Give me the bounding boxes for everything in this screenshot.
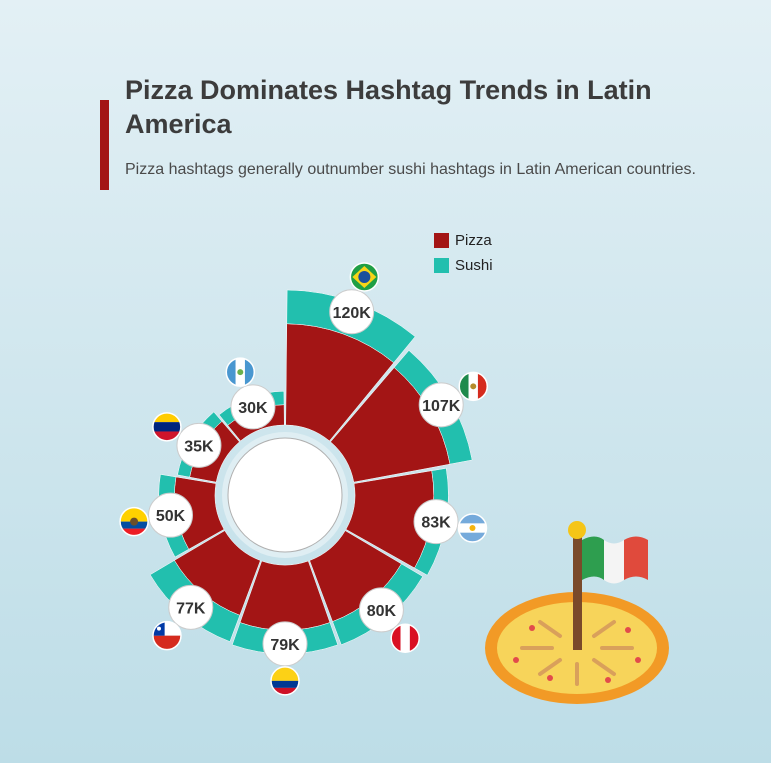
colombia-flag-icon	[270, 666, 300, 696]
legend-swatch-sushi	[434, 258, 449, 273]
value-label-colombia: 79K	[270, 637, 300, 654]
value-label-mexico: 107K	[422, 398, 461, 415]
legend-item-sushi: Sushi	[434, 253, 493, 278]
value-bubble-mexico	[418, 382, 464, 428]
legend-swatch-pizza	[434, 233, 449, 248]
ecuador-flag-icon	[119, 506, 149, 537]
center-circle	[227, 437, 343, 553]
value-label-argentina: 83K	[421, 515, 451, 532]
value-label-venezuela: 35K	[184, 438, 214, 455]
legend: Pizza Sushi	[434, 228, 493, 278]
value-bubble-ecuador	[148, 492, 194, 538]
brazil-flag-icon	[349, 262, 380, 292]
guatemala-flag-icon	[225, 357, 256, 387]
bar-layer	[149, 289, 473, 655]
label-layer: 120K 107K 83K 80K 79K 77K 50K 35K 30K	[119, 262, 489, 696]
value-bubble-chile	[168, 584, 214, 630]
value-bubble-guatemala	[230, 384, 276, 430]
chile-flag-icon	[152, 620, 182, 651]
value-label-guatemala: 30K	[238, 400, 268, 417]
argentina-flag-icon	[457, 513, 488, 543]
value-label-brazil: 120K	[333, 305, 372, 322]
value-bubble-colombia	[262, 621, 308, 667]
chart-subtitle: Pizza hashtags generally outnumber sushi…	[125, 161, 696, 178]
pizza-with-italian-flag-icon	[485, 521, 669, 704]
value-label-chile: 77K	[176, 600, 206, 617]
value-bubble-argentina	[413, 499, 459, 545]
legend-label-pizza: Pizza	[455, 232, 492, 249]
value-bubble-brazil	[329, 289, 375, 335]
legend-label-sushi: Sushi	[455, 257, 493, 274]
value-label-peru: 80K	[367, 603, 397, 620]
chart-title: Pizza Dominates Hashtag Trends in Latin …	[125, 75, 652, 139]
value-bubble-peru	[358, 587, 404, 633]
title-accent-bar	[100, 100, 109, 190]
venezuela-flag-icon	[152, 412, 182, 442]
peru-flag-icon	[390, 623, 420, 654]
legend-item-pizza: Pizza	[434, 228, 493, 253]
value-label-ecuador: 50K	[156, 508, 186, 525]
value-bubble-venezuela	[176, 422, 222, 468]
mexico-flag-icon	[458, 371, 489, 402]
